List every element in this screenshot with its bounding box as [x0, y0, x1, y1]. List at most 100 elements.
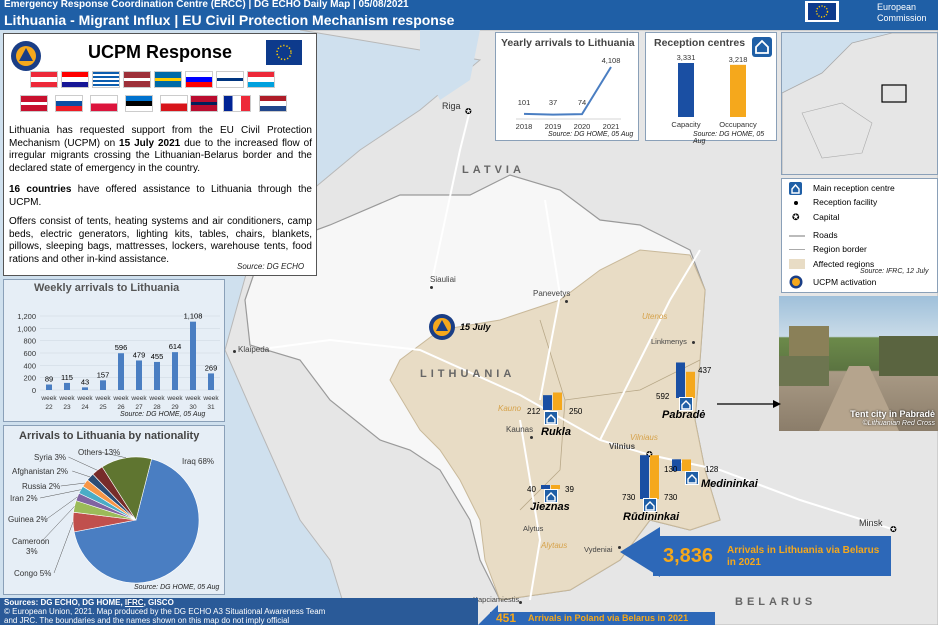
flag-czechia-icon — [160, 95, 188, 112]
weekly-chart-title: Weekly arrivals to Lithuania — [34, 282, 180, 294]
lt-arrivals-callout: 3,836 Arrivals in Lithuania via Belarus … — [653, 536, 891, 576]
weekly-xtick-label: week — [148, 395, 165, 402]
pl-arrivals-callout: 451 Arrivals in Poland via Belarus in 20… — [490, 612, 715, 625]
pie-leader-line — [68, 456, 98, 471]
region-label-vilniaus: Vilniaus — [630, 433, 658, 442]
reception-centre-icon-pabrade[interactable] — [679, 397, 693, 411]
weekly-bar — [64, 382, 70, 390]
city-label-vilnius: Vilnius — [609, 442, 636, 451]
pie-leader-line — [46, 496, 78, 520]
centre-occ-medininkai: 128 — [705, 465, 719, 474]
city-dot — [618, 546, 621, 549]
ucpm-para3: Offers consist of tents, heating systems… — [9, 216, 312, 265]
pie-label: Russia 2% — [22, 482, 60, 491]
weekly-bar — [136, 360, 142, 390]
weekly-xtick-label: 28 — [153, 404, 161, 411]
legend-roads: Roads — [813, 230, 838, 240]
weekly-xtick-label: week — [58, 395, 75, 402]
legend-ucpm-activation: UCPM activation — [813, 277, 877, 287]
ifrc-link[interactable]: IFRC — [124, 598, 144, 607]
city-dot — [430, 286, 433, 289]
nationality-source: Source: DG HOME, 05 Aug — [134, 584, 220, 591]
affected-regions-swatch — [789, 259, 805, 269]
city-dot — [519, 601, 522, 604]
reception-centre-icon-medininkai[interactable] — [685, 471, 699, 485]
inset-extent-box — [881, 84, 907, 103]
ucpm-source: Source: DG ECHO — [237, 262, 305, 271]
yearly-value-label: 74 — [578, 98, 586, 107]
pie-label: Cameroon — [12, 537, 49, 546]
eu-flag-icon — [805, 1, 839, 22]
nationality-chart-title: Arrivals to Lithuania by nationality — [19, 430, 200, 442]
flag-poland-icon — [90, 95, 118, 112]
flag-norway-icon — [190, 95, 218, 112]
pie-leader-line — [72, 470, 91, 478]
weekly-bar — [46, 384, 52, 390]
weekly-ytick-label: 1,200 — [17, 312, 36, 321]
flag-slovakia-icon — [55, 95, 83, 112]
legend-region-border: Region border — [813, 244, 867, 254]
yearly-value-label: 4,108 — [602, 56, 621, 65]
weekly-ytick-label: 600 — [23, 349, 36, 358]
yearly-chart-panel: Yearly arrivals to Lithuania 101 2018 37 20… — [495, 32, 639, 141]
legend-source: Source: IFRC, 12 July — [860, 268, 929, 275]
centre-cap-pabrade: 592 — [656, 392, 670, 401]
flag-austria-icon — [30, 71, 58, 88]
footer: Sources: DG ECHO, DG HOME, IFRC, GISCO ©… — [0, 598, 478, 625]
flag-luxembourg-icon — [247, 71, 275, 88]
weekly-bar-label: 43 — [81, 377, 89, 386]
country-label-belarus: BELARUS — [735, 596, 817, 608]
lt-arrivals-text: Arrivals in Lithuania via Belarus in 202… — [727, 545, 880, 568]
weekly-bar — [154, 361, 160, 390]
pie-label: Congo 5% — [14, 569, 51, 578]
ucpm-logo-icon — [10, 40, 42, 72]
reception-centre-icon-rudininkai[interactable] — [643, 498, 657, 512]
pie-leader-line — [99, 451, 127, 459]
weekly-bar-label: 89 — [45, 375, 53, 384]
ec-logo: European Commission — [780, 0, 938, 30]
region-label-alytaus: Alytaus — [541, 541, 568, 550]
footer-disclaimer: and JRC. The boundaries and the names sh… — [4, 616, 290, 625]
reception-bar-label: 3,331 — [677, 53, 696, 62]
region-label-kauno: Kauno — [498, 404, 522, 413]
pie-label: Iran 2% — [10, 494, 38, 503]
reception-bar — [730, 64, 746, 117]
pie-label: Syria 3% — [34, 453, 66, 462]
weekly-xtick-label: week — [184, 395, 201, 402]
city-label-klaipeda: Klaipeda — [238, 345, 270, 354]
yearly-line — [523, 66, 612, 116]
centre-label-medininkai: Medininkai — [701, 478, 758, 490]
weekly-xtick-label: 26 — [117, 404, 125, 411]
eu-flag-icon — [266, 40, 302, 65]
weekly-chart: 1,200 1,000 800 600 400 200 0 89 week 22 115 week 23… — [17, 312, 220, 411]
ucpm-activation-marker-icon[interactable] — [428, 313, 456, 341]
reception-chart-panel: Reception centres 3,331 Capacity 3,218 Occu… — [645, 32, 777, 145]
ucpm-title: UCPM Response — [88, 42, 233, 62]
city-dot — [530, 436, 533, 439]
yearly-value-label: 101 — [518, 98, 531, 107]
weekly-xtick-label: 30 — [189, 404, 197, 411]
yearly-xtick-label: 2019 — [545, 122, 562, 131]
tent-city-photo: Tent city in Pabradė ©Lithuanian Red Cro… — [779, 296, 938, 431]
reception-bar — [678, 63, 694, 117]
weekly-bar-label: 614 — [169, 342, 182, 351]
map-legend: Main reception centre Reception facility… — [781, 178, 938, 293]
weekly-xtick-label: 31 — [207, 404, 215, 411]
pie-label: Afghanistan 2% — [12, 467, 68, 476]
reception-centre-icon-rukla[interactable] — [544, 411, 558, 425]
footer-sources: Sources: DG ECHO, DG HOME, IFRC, GISCO — [4, 598, 174, 607]
pl-arrivals-value: 451 — [496, 612, 517, 625]
page-title: Lithuania - Migrant Influx | EU Civil Pr… — [0, 10, 780, 30]
city-dot — [692, 341, 695, 344]
activation-date: 15 July — [460, 322, 491, 332]
country-label-lithuania: LITHUANIA — [420, 368, 516, 380]
lt-arrivals-value: 3,836 — [663, 545, 714, 567]
yearly-chart-title: Yearly arrivals to Lithuania — [501, 37, 635, 49]
reception-centre-icon-jieznas[interactable] — [544, 489, 558, 503]
centre-cap-rudininkai: 730 — [622, 493, 636, 502]
city-dot — [565, 300, 568, 303]
capital-icon: ✪ — [792, 212, 800, 222]
flag-finland-icon — [216, 71, 244, 88]
inset-map[interactable] — [781, 32, 938, 175]
